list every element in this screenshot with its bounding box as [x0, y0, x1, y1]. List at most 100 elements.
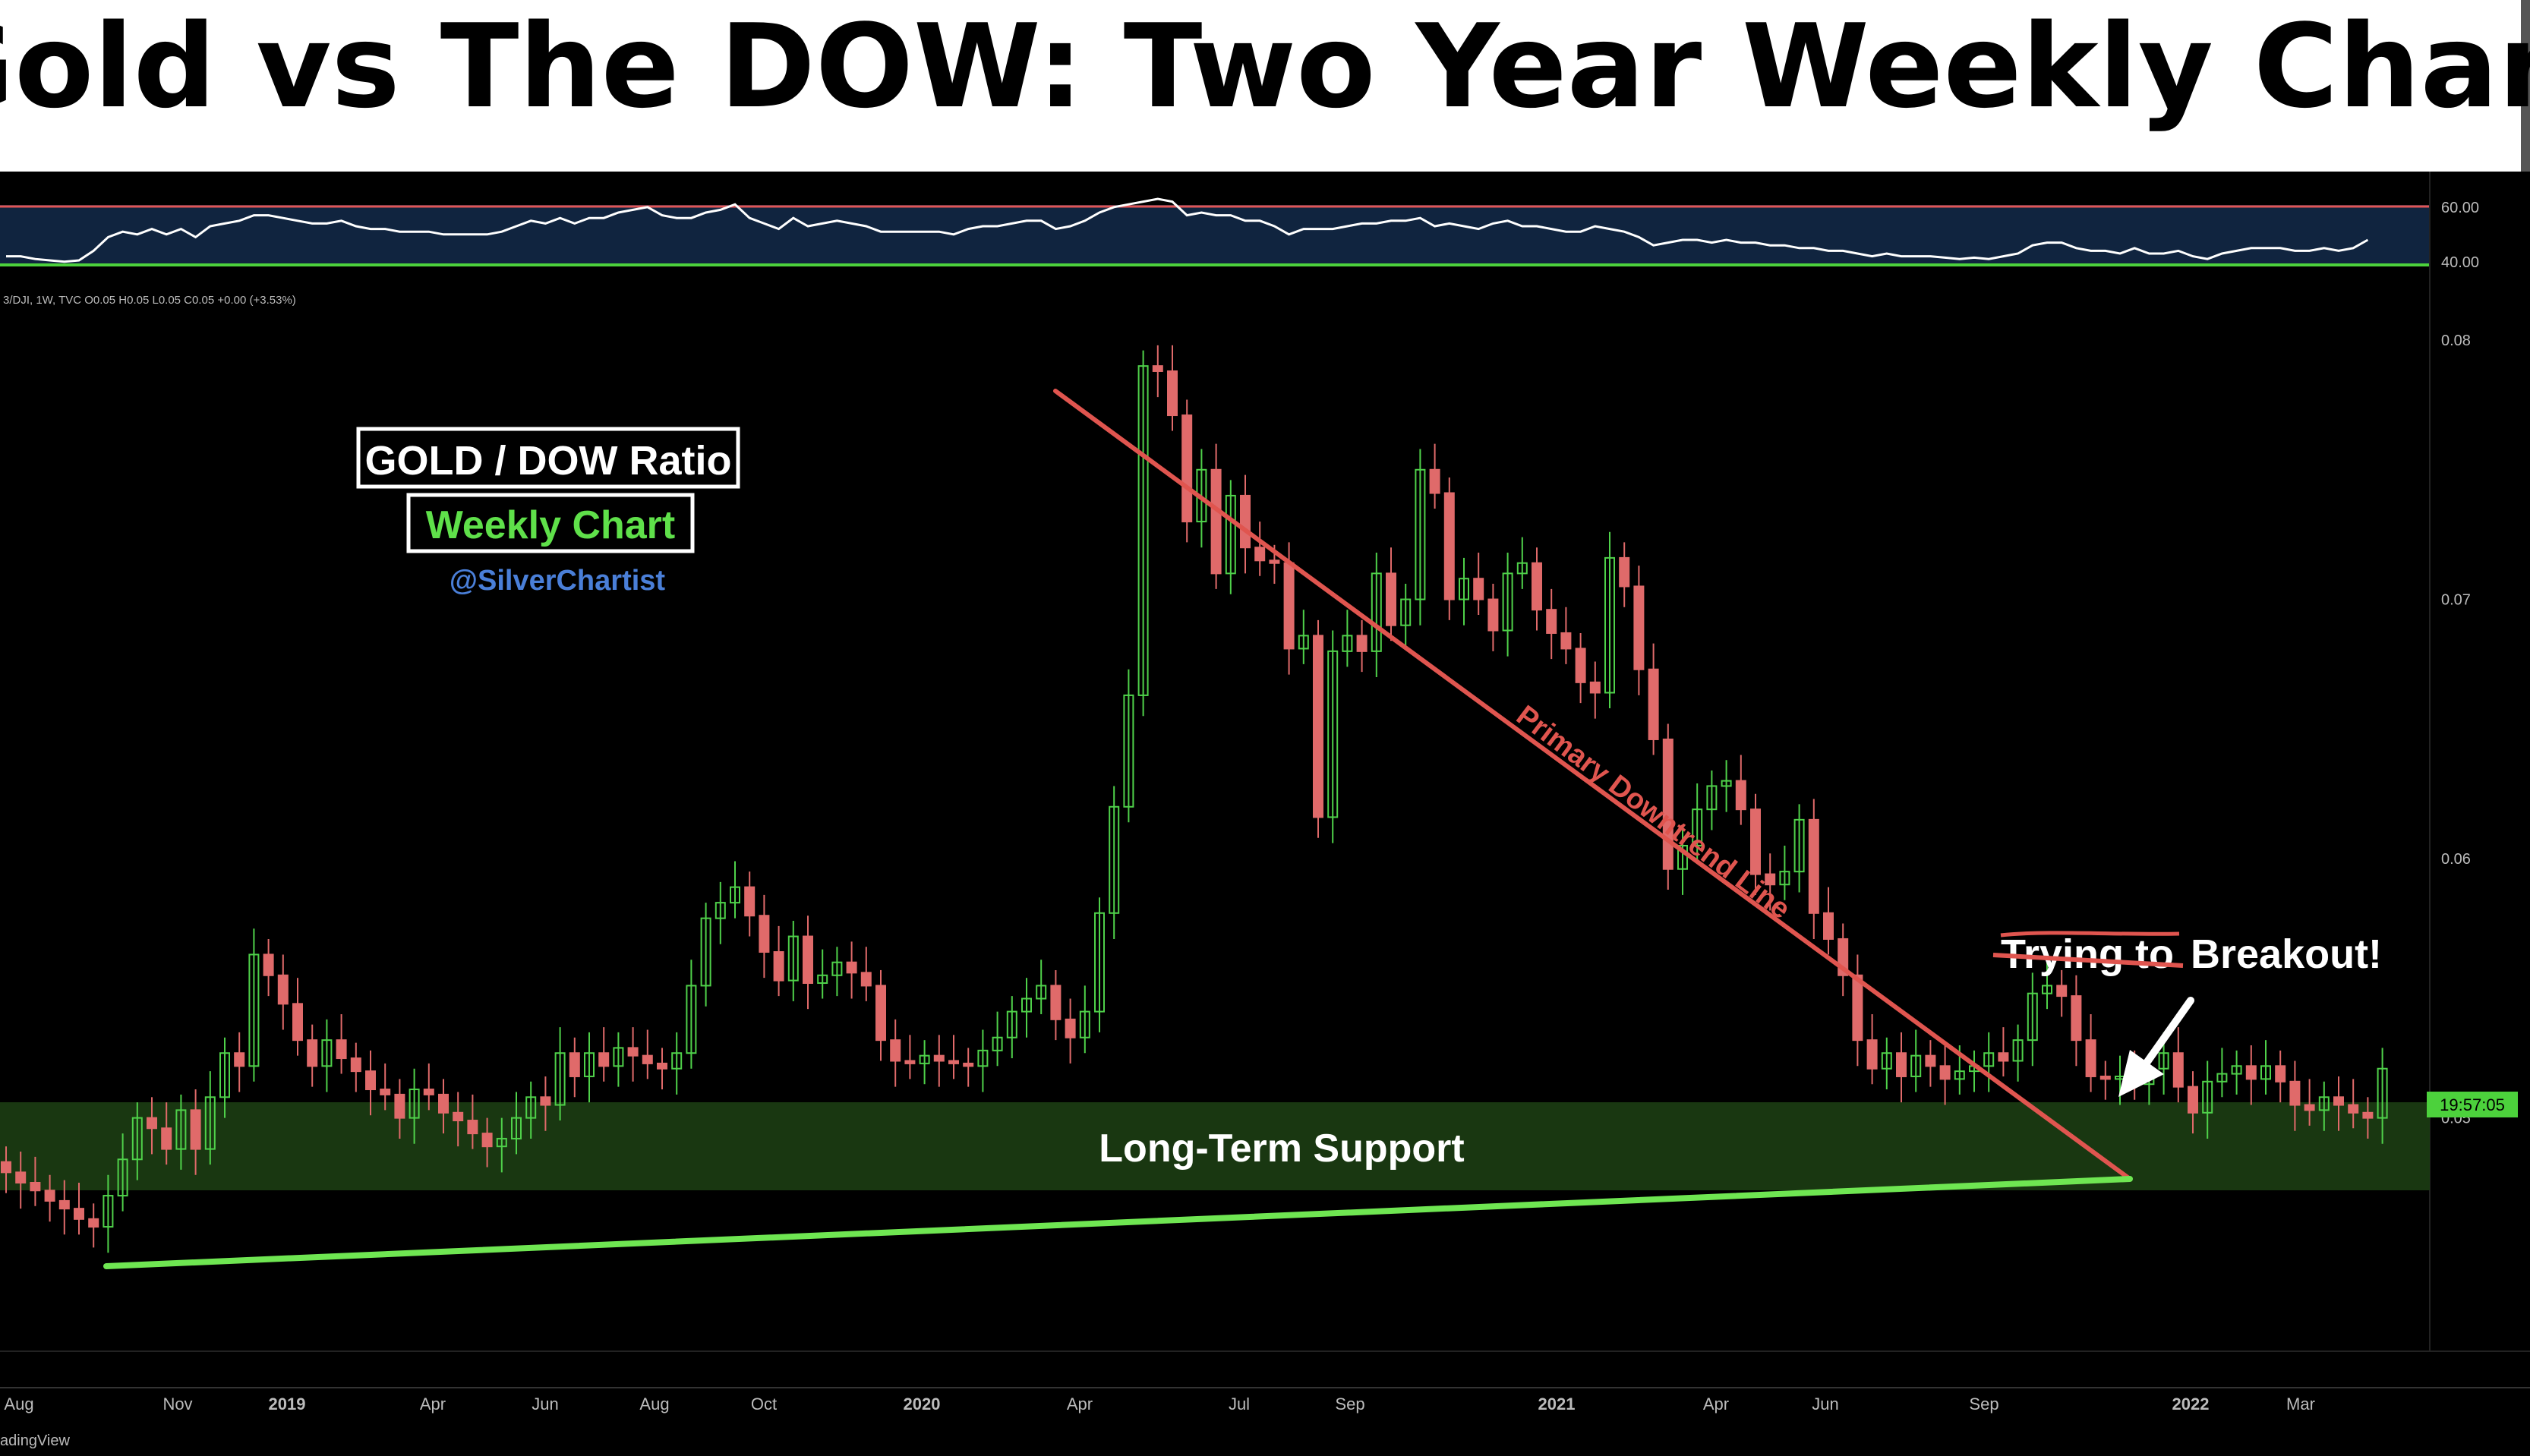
candle: [1735, 755, 1746, 825]
candle-body: [131, 1117, 143, 1161]
candle: [992, 1011, 1003, 1067]
candle: [481, 1117, 493, 1168]
breakout-label: Breakout!: [2191, 931, 2382, 977]
chart-background: [0, 172, 2530, 1456]
candle-body: [1109, 805, 1120, 914]
candle: [613, 1032, 624, 1087]
candle-body: [1706, 785, 1718, 811]
candle: [1473, 553, 1484, 616]
time-tick-label: Nov: [162, 1395, 192, 1413]
candle: [44, 1174, 55, 1222]
candle-body: [380, 1089, 391, 1095]
candle-body: [423, 1089, 434, 1095]
candle-body: [161, 1127, 172, 1150]
info-box-title: GOLD / DOW Ratio: [365, 438, 732, 484]
candle: [1998, 1027, 2009, 1076]
candle-body: [1721, 780, 1732, 787]
candle-body: [1094, 912, 1105, 1013]
candle-body: [394, 1093, 405, 1119]
candle: [350, 1042, 361, 1092]
candle-body: [1342, 635, 1353, 652]
candle: [803, 916, 813, 1010]
candle: [1021, 978, 1032, 1038]
headline: Gold vs The DOW: Two Year Weekly Chart: [0, 0, 2530, 134]
candle-body: [147, 1117, 157, 1130]
candle-body: [204, 1096, 216, 1150]
candle: [904, 1035, 916, 1079]
candle-body: [2012, 1039, 2024, 1062]
candle: [1793, 804, 1805, 893]
time-tick-label: 2022: [2172, 1395, 2210, 1413]
candle-body: [1225, 494, 1236, 575]
candle-body: [1065, 1018, 1076, 1038]
candle: [1881, 1037, 1892, 1090]
candle: [1152, 345, 1163, 398]
candle-body: [292, 1003, 303, 1042]
candle: [1006, 996, 1017, 1059]
candle-body: [2333, 1096, 2344, 1106]
candle: [248, 928, 260, 1082]
candle: [1823, 887, 1834, 955]
candle-body: [700, 917, 711, 987]
info-box-handle: @SilverChartist: [450, 565, 665, 597]
candle: [1516, 537, 1528, 589]
candle-body: [2318, 1096, 2330, 1111]
candle: [2012, 1024, 2024, 1082]
candle-body: [190, 1109, 201, 1150]
candle: [554, 1027, 566, 1121]
time-tick-label: Sep: [1969, 1395, 1998, 1413]
candle-body: [1415, 468, 1426, 600]
candle: [263, 938, 274, 997]
rsi-line: [6, 197, 2369, 263]
candle: [977, 1029, 989, 1092]
candle: [2085, 1014, 2096, 1092]
time-tick-label: 2020: [904, 1395, 941, 1413]
candle: [453, 1092, 464, 1147]
time-tick-label: Apr: [420, 1395, 446, 1413]
candle: [1094, 897, 1105, 1032]
candle: [1619, 542, 1630, 607]
candle-body: [875, 985, 886, 1042]
candle: [1371, 553, 1382, 677]
candle: [147, 1097, 157, 1155]
candle-body: [248, 953, 260, 1067]
rsi-panel: 60.00 40.00: [6, 197, 2479, 271]
candle: [2099, 1060, 2111, 1100]
candle-body: [598, 1052, 610, 1067]
candle-body: [219, 1052, 230, 1098]
candle-body: [846, 961, 857, 974]
candle: [204, 1071, 216, 1165]
candle: [2231, 1050, 2242, 1095]
candle-body: [671, 1052, 683, 1070]
candle-body: [1137, 365, 1149, 696]
candle: [409, 1068, 420, 1144]
candle: [569, 1037, 580, 1098]
candle-body: [686, 985, 697, 1054]
candle-body: [627, 1047, 639, 1057]
candle: [598, 1027, 610, 1082]
candle: [1167, 345, 1178, 431]
candle: [831, 947, 843, 997]
candle: [773, 925, 784, 997]
candle: [1575, 632, 1586, 704]
candle: [1181, 399, 1193, 543]
candle: [1210, 443, 1222, 589]
candle-body: [2377, 1067, 2388, 1119]
candle: [1109, 786, 1120, 939]
candle-body: [2085, 1039, 2096, 1077]
candle-body: [613, 1047, 624, 1067]
candle: [627, 1027, 639, 1082]
candle: [1750, 793, 1761, 895]
candle: [890, 1019, 901, 1087]
candle-body: [1459, 578, 1469, 600]
candle: [1356, 619, 1368, 673]
struck-annotation: Trying to: [2001, 931, 2174, 977]
candle: [365, 1050, 376, 1116]
candle-body: [1079, 1010, 1090, 1038]
candle-body: [1779, 871, 1790, 886]
candle: [1502, 553, 1513, 657]
candle-body: [1487, 598, 1499, 632]
candle-body: [730, 886, 740, 904]
candle-body: [992, 1036, 1003, 1051]
downtrend-line: [1053, 389, 2132, 1181]
